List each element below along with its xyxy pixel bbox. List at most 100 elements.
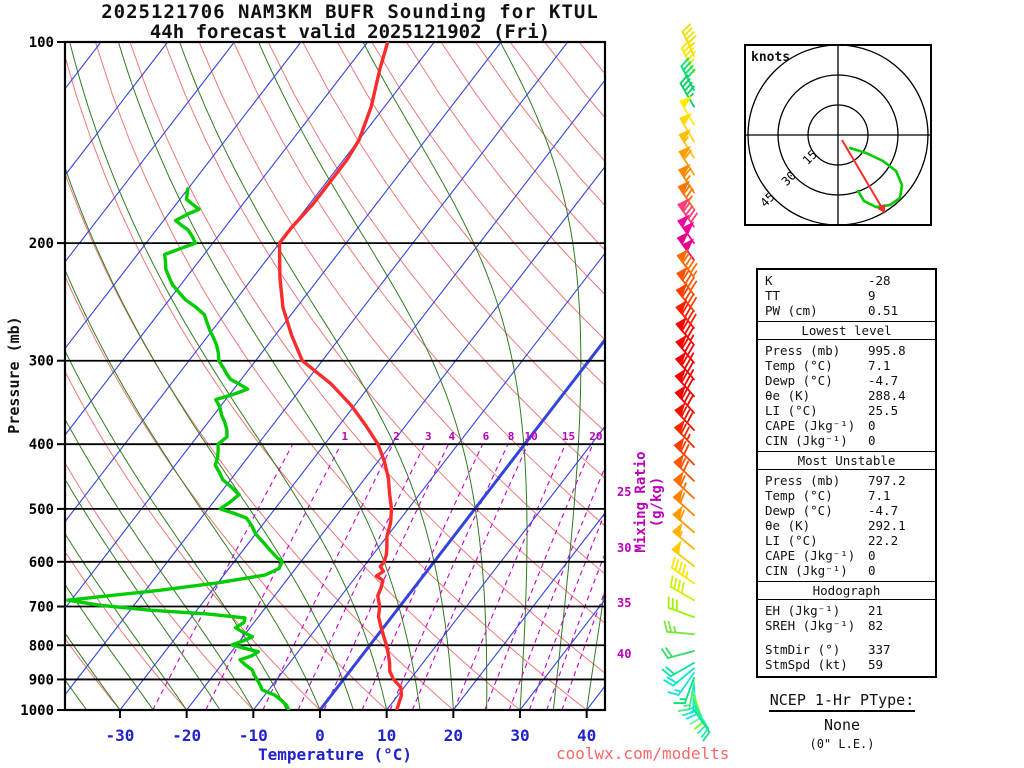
stat-value: 292.1 (868, 518, 906, 533)
temperature-tick-label: 10 (377, 726, 396, 745)
mixing-ratio-label: 25 (617, 485, 631, 499)
stat-value: 0 (868, 548, 876, 563)
hodograph-ring (807, 104, 869, 166)
wind-barb (661, 661, 695, 678)
stat-label: CIN (Jkg⁻¹) (765, 433, 848, 448)
stat-label: StmSpd (kt) (765, 657, 848, 672)
stat-value: 288.4 (868, 388, 906, 403)
stat-value: 7.1 (868, 358, 891, 373)
stat-row: SREH (Jkg⁻¹) 82 (758, 618, 935, 633)
temperature-tick-label: 30 (510, 726, 529, 745)
temperature-tick-label: -10 (239, 726, 268, 745)
wind-barb (671, 522, 695, 550)
hodograph-trace (848, 146, 904, 209)
hodograph-ring (777, 74, 899, 196)
wind-barb (674, 368, 695, 398)
wind-barb (678, 128, 695, 159)
wind-barb (679, 112, 695, 143)
stat-row: StmDir (°) 337 (758, 642, 935, 657)
wind-barb (667, 596, 695, 619)
mixing-ratio-label: 6 (483, 430, 490, 443)
wind-barb (663, 667, 695, 687)
wind-barb (672, 471, 695, 500)
wind-barb (670, 556, 695, 585)
temperature-axis-label: Temperature (°C) (257, 745, 413, 764)
stat-value: 797.2 (868, 473, 906, 488)
stat-row: Dewp (°C) -4.7 (758, 373, 935, 388)
pressure-tick-label: 300 (29, 354, 54, 370)
pressure-tick-label: 1000 (20, 703, 54, 719)
temperature-tick-label: 40 (577, 726, 596, 745)
stat-value: 22.2 (868, 533, 899, 548)
wind-barb (671, 540, 695, 568)
storm-motion-vector (841, 139, 886, 214)
temperature-trace (277, 42, 404, 710)
stat-value: -4.7 (868, 373, 899, 388)
stat-row: LI (°C) 25.5 (758, 403, 935, 418)
stat-row: θe (K) 292.1 (758, 518, 935, 533)
stat-label: LI (°C) (765, 403, 818, 418)
stat-row: CIN (Jkg⁻¹) 0 (758, 563, 935, 578)
plot-frame (63, 40, 607, 712)
stat-section-title: Lowest level (758, 321, 935, 340)
isobars (65, 242, 605, 681)
stat-label: CAPE (Jkg⁻¹) (765, 548, 856, 563)
wind-barb (676, 266, 698, 296)
ptype-block: NCEP 1-Hr PType: None (0" L.E.) (748, 690, 936, 751)
stat-label: Temp (°C) (765, 488, 833, 503)
stat-row: Temp (°C) 7.1 (758, 488, 935, 503)
stat-section-title: Hodograph (758, 581, 935, 600)
storm-motion-arrowhead (877, 204, 886, 213)
isotherms (65, 42, 605, 710)
dry-adiabats (65, 42, 605, 710)
mixing-ratio-label: 30 (617, 541, 631, 555)
wind-barb (677, 214, 695, 244)
mixing-ratio-label: 35 (617, 596, 631, 610)
stats-panel: K -28 TT 9 PW (cm) 0.51 Lowest level Press (mb)… (756, 268, 937, 678)
stat-label: SREH (Jkg⁻¹) (765, 618, 856, 633)
wind-barb (673, 437, 695, 466)
stat-row: Temp (°C) 7.1 (758, 358, 935, 373)
wind-barb (674, 402, 695, 431)
mixing-ratio-label: 20 (589, 430, 602, 443)
stat-label: Temp (°C) (765, 358, 833, 373)
stat-label: CIN (Jkg⁻¹) (765, 563, 848, 578)
stat-row: TT 9 (758, 288, 935, 303)
stat-value: 0 (868, 563, 876, 578)
stat-row: CAPE (Jkg⁻¹) 0 (758, 418, 935, 433)
wind-barb (693, 709, 711, 742)
stat-row: Press (mb) 995.8 (758, 343, 935, 358)
mixing-ratio-label: 3 (425, 430, 432, 443)
stat-row: LI (°C) 22.2 (758, 533, 935, 548)
moist-adiabats (65, 42, 605, 710)
stat-label: StmDir (°) (765, 642, 841, 657)
stat-section-title: Most Unstable (758, 451, 935, 470)
pressure-tick-label: 200 (29, 236, 54, 252)
stat-label: TT (765, 288, 781, 303)
wind-barb (672, 505, 695, 534)
stat-value: -28 (868, 273, 891, 288)
mixing-ratio-label: 2 (393, 430, 400, 443)
ptype-value: None (823, 716, 861, 734)
wind-barb (673, 453, 695, 482)
chart-subtitle: 44h forecast valid 2025121902 (Fri) (149, 21, 551, 43)
stat-value: 59 (868, 657, 884, 672)
stat-label: θe (K) (765, 388, 811, 403)
wind-barb (675, 283, 697, 313)
mixing-ratio-label: 40 (617, 647, 631, 661)
wind-barb (673, 419, 695, 448)
stat-label: θe (K) (765, 518, 811, 533)
mixing-ratio-label: 8 (508, 430, 515, 443)
stat-label: Press (mb) (765, 473, 841, 488)
stat-row: θe (K) 288.4 (758, 388, 935, 403)
stat-value: 9 (868, 288, 876, 303)
stat-label: EH (Jkg⁻¹) (765, 603, 841, 618)
wind-barb (681, 23, 697, 58)
mixing-ratio-label: 15 (562, 430, 575, 443)
wind-barb (678, 145, 695, 176)
stat-value: 0 (868, 418, 876, 433)
stat-label: Press (mb) (765, 343, 841, 358)
watermark-link[interactable]: coolwx.com/modelts (556, 744, 730, 763)
